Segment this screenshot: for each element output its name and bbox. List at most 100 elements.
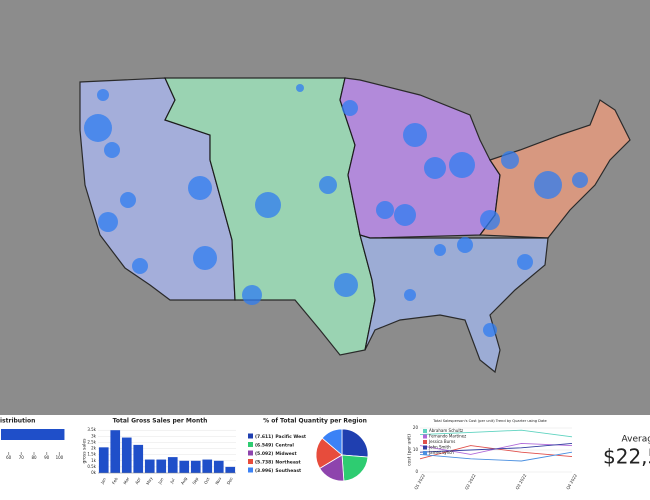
bar (121, 437, 132, 473)
x-tick-label: Sep (191, 476, 199, 485)
bubble (534, 171, 562, 199)
x-tick-label: Aug (180, 476, 188, 486)
x-tick-label: 100 (56, 455, 64, 460)
bubble (480, 210, 500, 230)
legend-value: (7.611) (255, 434, 273, 440)
pie-slice (341, 454, 369, 482)
bar (156, 459, 167, 473)
kpi-value: $22,5 (603, 445, 650, 469)
region-southeast[interactable] (359, 234, 549, 374)
legend-label: Jessica Burns (428, 439, 455, 444)
legend-name: Southeast (275, 468, 302, 474)
bubble (193, 246, 217, 270)
y-tick-label: 1k (91, 458, 97, 463)
y-tick-label: 0k (91, 470, 97, 475)
legend-label: (3.996) Southeast (255, 468, 302, 474)
bubble (120, 192, 136, 208)
bar (110, 430, 121, 473)
x-tick-label: Mar (122, 476, 130, 485)
x-tick-label: 70 (19, 455, 25, 460)
legend-swatch (248, 450, 253, 456)
bubble (449, 152, 475, 178)
bubble (296, 84, 304, 92)
chart-title: % of Total Quantity per Region (263, 418, 367, 425)
x-tick-label: 80 (31, 455, 37, 460)
legend-swatch (423, 451, 427, 455)
y-tick-label: 2k (91, 446, 97, 451)
legend-label: Fernando Martinez (429, 434, 466, 439)
bubble (517, 254, 533, 270)
y-tick-label: 2.5k (87, 439, 96, 444)
x-tick-label: Jun (157, 476, 165, 485)
bubble (403, 123, 427, 147)
x-tick-label: Oct (203, 476, 211, 485)
legend-name: Midwest (275, 451, 297, 457)
map[interactable] (79, 77, 631, 374)
x-tick-label: Nov (214, 476, 223, 486)
bubble (376, 201, 394, 219)
legend-name: Northeast (275, 459, 301, 465)
x-tick-label: 60 (6, 455, 12, 460)
line-series (419, 451, 573, 462)
pie-slice (321, 428, 343, 456)
bubble (501, 151, 519, 169)
y-axis-label: cost (per unit) (407, 434, 413, 466)
y-tick-label: 0 (415, 469, 418, 474)
bubble (319, 176, 337, 194)
legend-swatch (248, 433, 253, 439)
legend-swatch (248, 467, 253, 473)
bar (144, 459, 155, 473)
bar (133, 444, 144, 473)
legend-swatch (423, 434, 427, 439)
bar (98, 447, 109, 473)
bubble (242, 285, 262, 305)
y-tick-label: 3k (91, 433, 97, 438)
chart-title: Total Gross Sales per Month (113, 418, 208, 425)
bar (225, 466, 236, 473)
bubble (404, 289, 416, 301)
chart-title: Total Salesperson's Cost (per unit) Tren… (432, 419, 547, 423)
x-tick-label: May (145, 475, 154, 485)
bar (179, 460, 190, 473)
bubble (434, 244, 446, 256)
legend-label: Abraham Schultz (429, 428, 463, 433)
legend-swatch (423, 429, 427, 433)
map-bubbles (84, 84, 588, 337)
bubble (132, 258, 148, 274)
x-tick-label: Apr (134, 476, 142, 485)
bubble (483, 323, 497, 337)
bubble (457, 237, 473, 253)
legend-swatch (248, 442, 253, 447)
line-series (419, 442, 573, 453)
bar (190, 460, 201, 473)
legend-label: James Lynch (428, 450, 454, 455)
y-tick-label: 3.5k (87, 427, 96, 432)
legend-value: (6.549) (255, 442, 273, 448)
x-tick-label: Jul (168, 477, 175, 485)
bar (1, 429, 65, 440)
bar (213, 460, 224, 473)
legend-swatch (248, 459, 253, 464)
bubble (255, 192, 281, 218)
bubble (97, 89, 109, 101)
y-tick-label: 20 (413, 425, 419, 430)
kpi-label: Average (622, 435, 650, 445)
legend-label: John Smith (428, 445, 451, 450)
x-tick-label: Jan (99, 476, 107, 485)
legend-value: (5.738) (255, 459, 273, 465)
y-axis-label: gross sales (82, 438, 88, 464)
legend-value: (5.092) (255, 451, 273, 457)
bar (167, 457, 178, 473)
pie-slice (341, 428, 369, 458)
legend-label: (7.611) Pacific West (255, 434, 307, 440)
bubble (394, 204, 416, 226)
bar (202, 459, 213, 473)
bubble (84, 114, 112, 142)
y-tick-label: 1.5k (87, 452, 96, 457)
bubble (104, 142, 120, 158)
x-tick-label: Feb (111, 476, 119, 485)
legend-value: (3.996) (255, 468, 273, 474)
bubble (98, 212, 118, 232)
legend-name: Central (275, 442, 294, 448)
